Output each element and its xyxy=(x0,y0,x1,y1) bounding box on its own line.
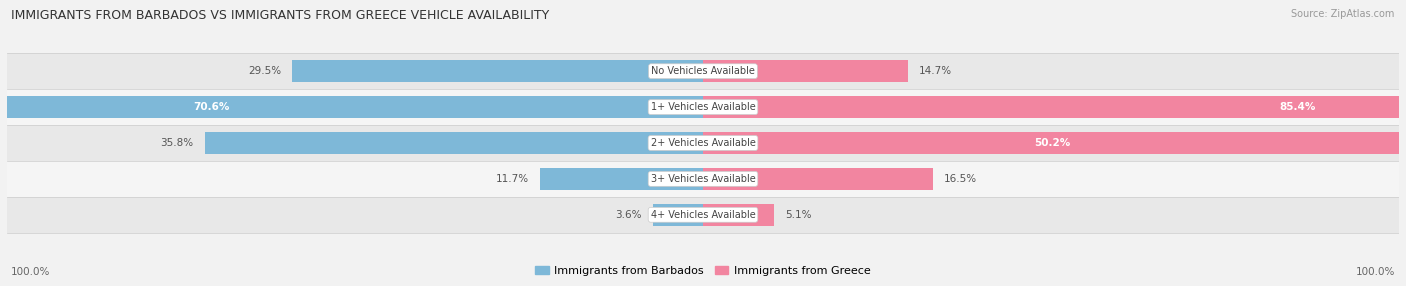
Bar xyxy=(703,168,932,190)
Bar xyxy=(205,132,703,154)
Text: 2+ Vehicles Available: 2+ Vehicles Available xyxy=(651,138,755,148)
Text: 50.2%: 50.2% xyxy=(1035,138,1070,148)
Text: 100.0%: 100.0% xyxy=(1355,267,1395,277)
Bar xyxy=(0,96,703,118)
Text: No Vehicles Available: No Vehicles Available xyxy=(651,66,755,76)
Text: 5.1%: 5.1% xyxy=(785,210,811,220)
Legend: Immigrants from Barbados, Immigrants from Greece: Immigrants from Barbados, Immigrants fro… xyxy=(531,261,875,281)
Text: 35.8%: 35.8% xyxy=(160,138,194,148)
Text: IMMIGRANTS FROM BARBADOS VS IMMIGRANTS FROM GREECE VEHICLE AVAILABILITY: IMMIGRANTS FROM BARBADOS VS IMMIGRANTS F… xyxy=(11,9,550,21)
Text: 100.0%: 100.0% xyxy=(11,267,51,277)
Text: 16.5%: 16.5% xyxy=(943,174,977,184)
Bar xyxy=(652,204,703,226)
Text: 4+ Vehicles Available: 4+ Vehicles Available xyxy=(651,210,755,220)
Bar xyxy=(7,53,1399,89)
Bar xyxy=(703,132,1402,154)
Bar xyxy=(540,168,703,190)
Bar xyxy=(7,125,1399,161)
Text: 70.6%: 70.6% xyxy=(194,102,229,112)
Text: 11.7%: 11.7% xyxy=(496,174,529,184)
Bar xyxy=(292,60,703,82)
Bar xyxy=(703,96,1406,118)
Bar xyxy=(7,197,1399,233)
Text: 14.7%: 14.7% xyxy=(918,66,952,76)
Text: Source: ZipAtlas.com: Source: ZipAtlas.com xyxy=(1291,9,1395,19)
Text: 1+ Vehicles Available: 1+ Vehicles Available xyxy=(651,102,755,112)
Text: 3.6%: 3.6% xyxy=(616,210,641,220)
Text: 85.4%: 85.4% xyxy=(1279,102,1316,112)
Text: 29.5%: 29.5% xyxy=(247,66,281,76)
Text: 3+ Vehicles Available: 3+ Vehicles Available xyxy=(651,174,755,184)
Bar xyxy=(703,204,773,226)
Bar xyxy=(7,161,1399,197)
Bar xyxy=(7,89,1399,125)
Bar xyxy=(703,60,908,82)
